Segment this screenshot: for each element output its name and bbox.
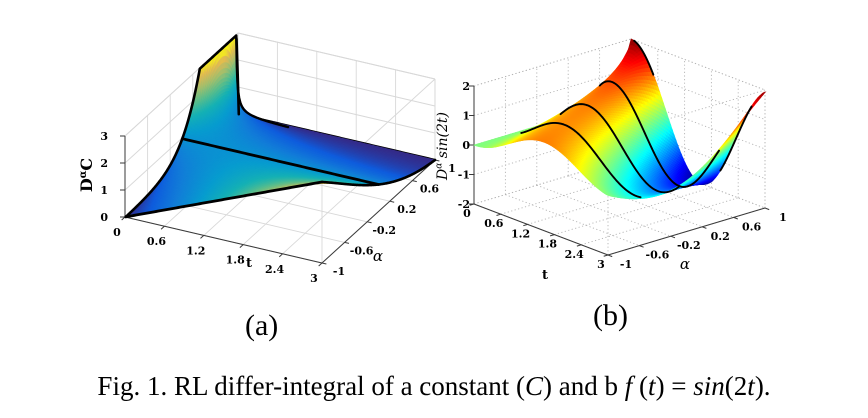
- caption-segment: sin: [693, 371, 725, 401]
- caption-segment: Fig. 1. RL differ-integral of a constant…: [97, 371, 526, 401]
- figure-caption: Fig. 1. RL differ-integral of a constant…: [0, 371, 868, 402]
- caption-segment: (: [632, 371, 649, 401]
- caption-segment: (2: [724, 371, 748, 401]
- caption-segment: C: [525, 371, 544, 401]
- caption-segment: ).: [754, 371, 771, 401]
- caption-segment: t: [648, 371, 656, 401]
- caption-segment: ) and b: [543, 371, 625, 401]
- caption-segment: f: [624, 371, 633, 401]
- caption-segment: t: [747, 371, 755, 401]
- caption-segment: ) =: [655, 371, 694, 401]
- surface-plots-canvas: [0, 0, 868, 345]
- panel-b-label: (b): [593, 299, 628, 332]
- panel-a-label: (a): [245, 309, 279, 342]
